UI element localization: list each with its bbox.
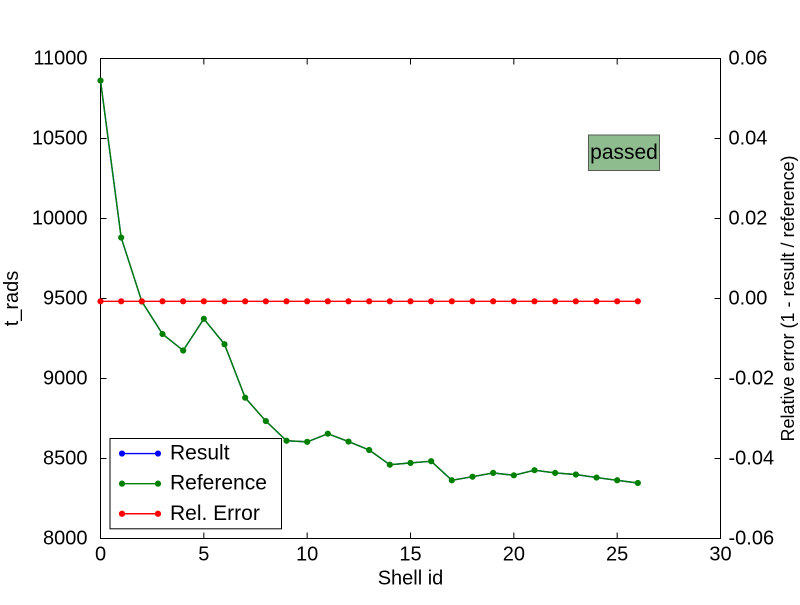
svg-text:8000: 8000 bbox=[43, 528, 88, 550]
svg-text:-0.02: -0.02 bbox=[729, 368, 775, 390]
svg-text:Relative error (1 - result / r: Relative error (1 - result / reference) bbox=[778, 155, 798, 441]
svg-text:10500: 10500 bbox=[32, 128, 88, 150]
svg-text:9000: 9000 bbox=[43, 368, 88, 390]
svg-text:Rel. Error: Rel. Error bbox=[170, 502, 260, 525]
svg-text:20: 20 bbox=[503, 544, 525, 566]
svg-text:25: 25 bbox=[606, 544, 628, 566]
svg-text:-0.06: -0.06 bbox=[729, 528, 775, 550]
svg-text:passed: passed bbox=[590, 141, 658, 164]
svg-text:15: 15 bbox=[399, 544, 421, 566]
svg-text:-0.04: -0.04 bbox=[729, 448, 775, 470]
svg-text:10000: 10000 bbox=[32, 208, 88, 230]
svg-text:11000: 11000 bbox=[33, 48, 87, 70]
svg-text:t_rads: t_rads bbox=[1, 271, 23, 327]
svg-text:0.06: 0.06 bbox=[729, 48, 768, 70]
svg-text:0: 0 bbox=[95, 544, 106, 566]
svg-text:Reference: Reference bbox=[170, 472, 267, 495]
svg-text:8500: 8500 bbox=[43, 448, 88, 470]
svg-text:9500: 9500 bbox=[43, 288, 88, 310]
svg-text:Shell id: Shell id bbox=[378, 568, 444, 590]
svg-text:Result: Result bbox=[170, 442, 230, 465]
svg-text:0.00: 0.00 bbox=[729, 288, 768, 310]
svg-text:0.02: 0.02 bbox=[729, 208, 768, 230]
svg-text:0.04: 0.04 bbox=[729, 128, 768, 150]
svg-text:5: 5 bbox=[198, 544, 209, 566]
svg-text:10: 10 bbox=[296, 544, 318, 566]
